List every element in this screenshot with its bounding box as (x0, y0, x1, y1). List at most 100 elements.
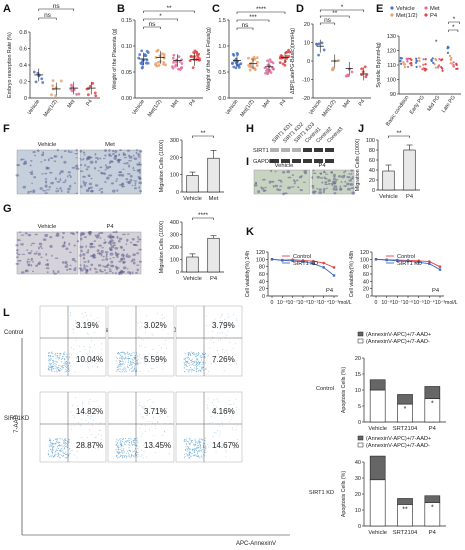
cell-mark (109, 239, 114, 243)
cell-mark (291, 174, 295, 177)
event-dot (120, 440, 122, 442)
event-dot (132, 370, 134, 372)
event-dot (115, 356, 117, 358)
cell-mark (17, 253, 21, 256)
event-dot (136, 370, 138, 372)
event-dot (91, 415, 93, 417)
event-dot (121, 451, 123, 453)
event-dot (190, 455, 192, 457)
event-dot (56, 356, 58, 358)
event-dot (149, 420, 151, 422)
cell-mark (122, 254, 125, 258)
event-dot (199, 355, 201, 357)
data-point (301, 260, 305, 263)
event-dot (128, 365, 130, 367)
event-dot (118, 456, 120, 458)
cell-mark (50, 181, 54, 185)
x-tick-label: Vehicle (131, 99, 146, 116)
event-dot (199, 449, 201, 451)
y-tick-label: 100 (366, 138, 375, 144)
y-axis-title: ΔBP(LatePG-Basic)(mmHg) (290, 28, 296, 94)
event-dot (63, 441, 65, 443)
cell-mark (330, 182, 334, 185)
cell-mark (94, 152, 97, 156)
event-dot (83, 346, 85, 348)
event-dot (98, 406, 100, 407)
y-tick-label: 1.0 (218, 44, 226, 50)
event-dot (82, 413, 84, 415)
event-dot (89, 417, 91, 419)
data-point (410, 64, 413, 67)
event-dot (115, 360, 117, 362)
cell-mark (49, 171, 53, 174)
event-dot (83, 316, 85, 318)
event-dot (56, 438, 58, 440)
data-point (360, 67, 364, 71)
panel-letter-i: I (246, 156, 249, 168)
event-dot (201, 457, 203, 459)
cell-mark (346, 182, 350, 186)
significance-label: * (404, 406, 407, 413)
event-dot (51, 444, 53, 446)
event-dot (68, 356, 70, 358)
event-dot (127, 359, 129, 361)
panel-letter-c: C (212, 3, 220, 15)
cell-mark (280, 180, 283, 183)
event-dot (200, 445, 202, 447)
cell-mark (98, 189, 101, 192)
event-dot (84, 312, 86, 314)
x-tick-label: Basic condition (385, 95, 410, 128)
cell-mark (17, 259, 22, 262)
x-tick-label: Met(1/2) (147, 99, 163, 119)
event-dot (92, 365, 93, 367)
event-dot (48, 353, 50, 355)
event-dot (221, 445, 223, 447)
event-dot (62, 357, 64, 359)
cell-mark (73, 268, 77, 272)
cell-mark (136, 169, 141, 171)
cell-mark (23, 161, 28, 165)
event-dot (193, 369, 195, 371)
quadrant-upper-right-value: 14.82% (76, 407, 103, 416)
cell-mark (82, 151, 86, 154)
event-dot (137, 322, 139, 324)
cell-mark (40, 256, 43, 258)
x-axis-title: APC-AnnexinV (236, 541, 276, 547)
x-tick-label: P4 (429, 530, 437, 536)
y-tick-label: 0.8 (19, 30, 27, 36)
legend-label: Control (293, 254, 311, 260)
data-point (70, 83, 73, 87)
event-dot (218, 435, 220, 437)
event-dot (195, 454, 197, 456)
data-point (430, 58, 433, 62)
event-dot (142, 406, 144, 408)
event-dot (129, 353, 131, 355)
event-dot (143, 354, 145, 356)
event-dot (120, 454, 122, 456)
event-dot (52, 362, 54, 364)
cell-mark (89, 160, 94, 164)
event-dot (204, 355, 206, 357)
event-dot (123, 352, 125, 354)
event-dot (117, 452, 119, 454)
flow-plot: 3.79%7.26% (175, 305, 243, 377)
event-dot (88, 403, 90, 405)
data-point (332, 274, 336, 277)
event-dot (59, 364, 61, 366)
event-dot (52, 368, 54, 370)
data-point (278, 61, 282, 65)
event-dot (129, 364, 131, 366)
event-dot (79, 350, 81, 352)
cell-mark (75, 157, 78, 159)
event-dot (183, 440, 185, 442)
event-dot (65, 451, 67, 453)
event-dot (120, 368, 122, 370)
event-dot (225, 450, 227, 452)
y-tick-label: 0.2 (19, 80, 27, 86)
data-point (433, 63, 436, 66)
event-dot (133, 363, 135, 365)
event-dot (57, 441, 59, 443)
cell-mark (22, 185, 27, 189)
cell-mark (335, 179, 337, 183)
